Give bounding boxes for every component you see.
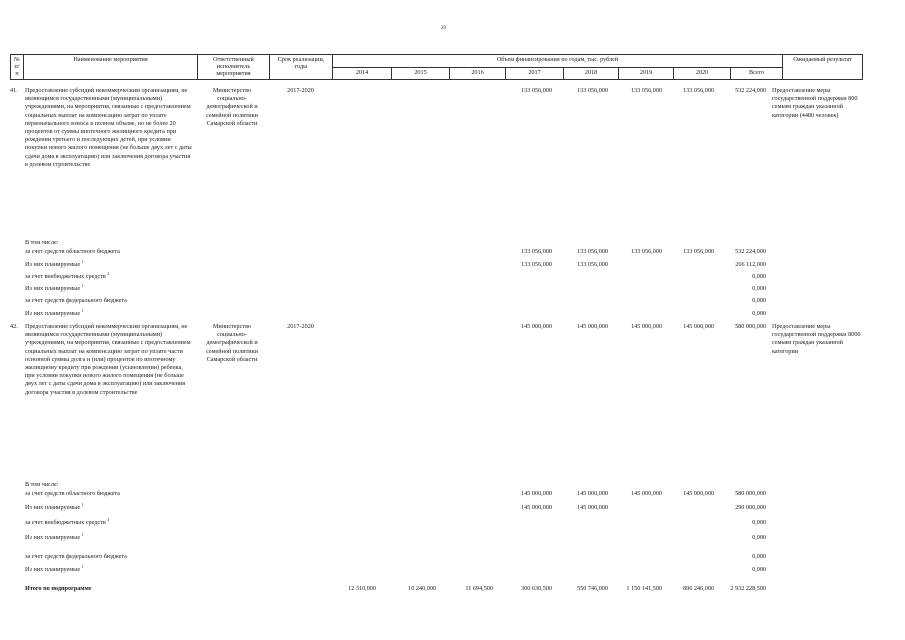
row-41-sub-label: за счет средств федерального бюджета <box>25 297 127 304</box>
row-42-sub-value: 290 000,000 <box>735 504 766 511</box>
row-41-sub-value: 266 112,000 <box>735 261 766 268</box>
total-value-2020: 896 246,000 <box>683 585 714 592</box>
row-41-sub-value: 133 056,000 <box>577 248 608 255</box>
row-42-sub-label: за счет средств федерального бюджета <box>25 553 127 560</box>
row-41-activity: Предоставление субсидий некоммерческим о… <box>25 87 192 168</box>
header-result: Ожидаемый результат <box>782 54 864 80</box>
row-42-sub-label: Из них планируемые 1 <box>25 563 84 573</box>
header-year-2014: 2014 <box>332 67 392 80</box>
row-41-sub-value: 0,000 <box>752 310 766 317</box>
total-value-total: 2 932 228,500 <box>730 585 766 592</box>
row-41-sub-label: Из них планируемые 1 <box>25 307 84 317</box>
row-42-sub-value: 145 000,000 <box>683 490 714 497</box>
row-41-sub-label: Из них планируемые 1 <box>25 282 84 292</box>
total-value-2017: 300 630,500 <box>521 585 552 592</box>
row-42-sub-value: 0,000 <box>752 553 766 560</box>
row-42-sub-value: 580 000,000 <box>735 490 766 497</box>
row-42-sub-label: за счет средств областного бюджета <box>25 490 120 497</box>
row-41-result: Предоставление меры государственной подд… <box>772 87 858 119</box>
row-41-num: 41. <box>10 87 18 94</box>
row-42-sub-value: 145 000,000 <box>577 504 608 511</box>
row-41-value-total: 532 224,000 <box>735 87 766 94</box>
row-41-sub-value: 532 224,000 <box>735 248 766 255</box>
page-number: 29 <box>441 26 446 31</box>
header-total: Всего <box>729 67 784 80</box>
total-value-2016: 11 694,500 <box>465 585 493 592</box>
row-42-value-2017: 145 000,000 <box>521 323 552 330</box>
row-41-period: 2017-2020 <box>287 87 314 94</box>
row-41-sub-value: 133 056,000 <box>577 261 608 268</box>
row-42-sub-value: 0,000 <box>752 519 766 526</box>
row-41-value-2017: 133 056,000 <box>521 87 552 94</box>
row-41-value-2019: 133 056,000 <box>631 87 662 94</box>
header-responsible: Ответственный исполнитель мероприятия <box>197 54 270 80</box>
row-41-sub-label: за счет средств областного бюджета <box>25 248 120 255</box>
row-41-sub-label: В том числе: <box>25 239 59 246</box>
row-41-value-2018: 133 056,000 <box>577 87 608 94</box>
row-41-responsible: Министерство социально-демографической и… <box>206 87 258 127</box>
row-41-sub-value: 133 056,000 <box>683 248 714 255</box>
row-42-activity: Предоставление субсидий некоммерческим о… <box>25 323 191 396</box>
row-42-sub-value: 145 000,000 <box>631 490 662 497</box>
row-42-value-total: 580 000,000 <box>735 323 766 330</box>
row-42-num: 42. <box>10 323 18 330</box>
row-42-sub-label: за счет внебюджетных средств 2 <box>25 516 110 526</box>
row-42-sub-value: 145 000,000 <box>521 490 552 497</box>
row-42-responsible: Министерство социально-демографической и… <box>206 323 258 363</box>
row-41-sub-value: 0,000 <box>752 273 766 280</box>
total-value-2015: 10 240,000 <box>408 585 436 592</box>
header-activity: Наименование мероприятия <box>23 54 198 80</box>
total-value-2014: 12 310,000 <box>348 585 376 592</box>
row-41-sub-label: Из них планируемые 1 <box>25 258 84 268</box>
table-header: № п/п Наименование мероприятия Ответстве… <box>10 54 864 80</box>
row-42-value-2020: 145 000,000 <box>683 323 714 330</box>
row-42-result: Предоставление меры государственной подд… <box>772 323 861 355</box>
row-42-sub-value: 0,000 <box>752 534 766 541</box>
row-42-sub-label: В том числе: <box>25 481 59 488</box>
row-41-sub-value: 0,000 <box>752 297 766 304</box>
row-42-value-2019: 145 000,000 <box>631 323 662 330</box>
row-42-value-2018: 145 000,000 <box>577 323 608 330</box>
row-41-value-2020: 133 056,000 <box>683 87 714 94</box>
row-41-sub-label: за счет внебюджетных средств 2 <box>25 270 110 280</box>
total-value-2018: 550 746,000 <box>577 585 608 592</box>
row-41-sub-value: 133 056,000 <box>521 248 552 255</box>
total-label: Итого по подпрограмме <box>25 585 92 592</box>
row-42-sub-label: Из них планируемые 1 <box>25 531 84 541</box>
row-41-sub-value: 0,000 <box>752 285 766 292</box>
row-41-sub-value: 133 056,000 <box>521 261 552 268</box>
row-42-sub-value: 145 000,000 <box>577 490 608 497</box>
row-42-period: 2017-2020 <box>287 323 314 330</box>
row-42-sub-value: 145 000,000 <box>521 504 552 511</box>
row-42-sub-label: Из них планируемые 1 <box>25 501 84 511</box>
total-value-2019: 1 150 141,500 <box>626 585 662 592</box>
row-41-sub-value: 133 056,000 <box>631 248 662 255</box>
table-body: 41. Предоставление субсидий некоммерческ… <box>10 0 862 640</box>
row-42-sub-value: 0,000 <box>752 566 766 573</box>
